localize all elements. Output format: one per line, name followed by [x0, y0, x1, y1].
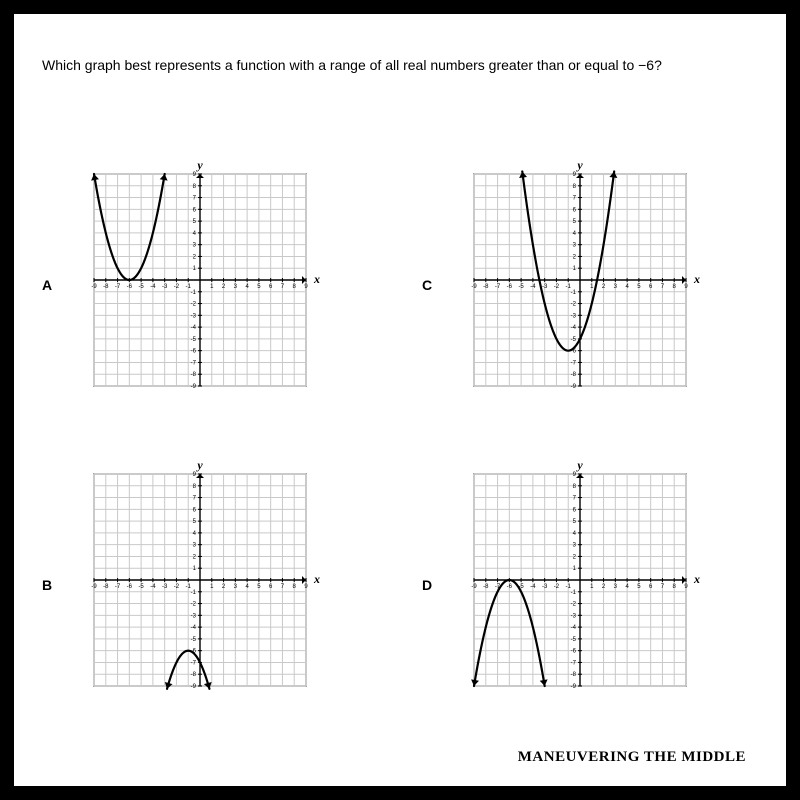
svg-text:-3: -3: [191, 313, 197, 319]
svg-text:-7: -7: [571, 660, 577, 666]
svg-text:-3: -3: [571, 313, 577, 319]
svg-text:-9: -9: [191, 684, 197, 690]
svg-text:-9: -9: [91, 584, 97, 590]
svg-text:x: x: [693, 572, 700, 586]
option-label-D: D: [422, 577, 440, 593]
svg-text:-1: -1: [191, 590, 197, 596]
svg-text:-6: -6: [127, 584, 133, 590]
svg-text:-2: -2: [571, 302, 577, 308]
svg-text:-8: -8: [571, 372, 577, 378]
svg-text:-9: -9: [471, 284, 477, 290]
svg-text:-8: -8: [191, 372, 197, 378]
svg-text:-3: -3: [542, 284, 548, 290]
svg-text:-3: -3: [162, 584, 168, 590]
svg-text:-8: -8: [103, 284, 109, 290]
svg-text:-4: -4: [191, 325, 197, 331]
svg-text:-7: -7: [571, 360, 577, 366]
svg-text:-6: -6: [571, 649, 577, 655]
svg-text:-5: -5: [191, 637, 197, 643]
svg-text:-4: -4: [191, 625, 197, 631]
svg-text:-5: -5: [138, 284, 144, 290]
svg-text:x: x: [313, 272, 320, 286]
svg-text:9: 9: [304, 584, 308, 590]
svg-text:-8: -8: [483, 584, 489, 590]
svg-text:-8: -8: [103, 584, 109, 590]
svg-text:y: y: [195, 458, 203, 472]
svg-text:-9: -9: [191, 384, 197, 390]
option-label-A: A: [42, 277, 60, 293]
svg-text:-1: -1: [191, 290, 197, 296]
svg-text:-8: -8: [483, 284, 489, 290]
svg-text:-8: -8: [191, 672, 197, 678]
svg-text:-2: -2: [571, 602, 577, 608]
svg-text:-9: -9: [91, 284, 97, 290]
svg-text:-3: -3: [542, 584, 548, 590]
svg-text:-5: -5: [518, 284, 524, 290]
svg-text:-2: -2: [554, 584, 560, 590]
question-text: Which graph best represents a function w…: [42, 54, 752, 76]
svg-text:-6: -6: [507, 584, 513, 590]
svg-text:-3: -3: [191, 613, 197, 619]
svg-text:x: x: [693, 272, 700, 286]
svg-text:-6: -6: [507, 284, 513, 290]
svg-text:x: x: [313, 572, 320, 586]
svg-text:9: 9: [684, 284, 688, 290]
svg-text:-1: -1: [571, 290, 577, 296]
option-A: A -9-8-7-6-5-4-3-2-1123456789-9-8-7-6-5-…: [42, 144, 340, 415]
svg-text:-6: -6: [127, 284, 133, 290]
svg-text:-9: -9: [571, 684, 577, 690]
svg-text:y: y: [575, 458, 583, 472]
graph-C: -9-8-7-6-5-4-3-2-1123456789-9-8-7-6-5-4-…: [440, 144, 720, 415]
option-label-B: B: [42, 577, 60, 593]
svg-text:-3: -3: [162, 284, 168, 290]
svg-text:-9: -9: [471, 584, 477, 590]
svg-text:y: y: [195, 158, 203, 172]
svg-text:-2: -2: [191, 602, 197, 608]
svg-text:-2: -2: [191, 302, 197, 308]
svg-text:-7: -7: [495, 284, 501, 290]
svg-text:-5: -5: [571, 637, 577, 643]
svg-text:y: y: [575, 158, 583, 172]
option-C: C -9-8-7-6-5-4-3-2-1123456789-9-8-7-6-5-…: [422, 144, 720, 415]
option-B: B -9-8-7-6-5-4-3-2-1123456789-9-8-7-6-5-…: [42, 444, 340, 715]
attribution-text: MANEUVERING THE MIDDLE: [518, 749, 746, 766]
svg-text:-9: -9: [571, 384, 577, 390]
svg-text:-6: -6: [191, 349, 197, 355]
graph-D: -9-8-7-6-5-4-3-2-1123456789-9-8-7-6-5-4-…: [440, 444, 720, 715]
svg-text:-5: -5: [138, 584, 144, 590]
svg-text:-5: -5: [571, 337, 577, 343]
svg-text:-5: -5: [191, 337, 197, 343]
option-label-C: C: [422, 277, 440, 293]
page: Which graph best represents a function w…: [14, 14, 786, 786]
svg-text:-7: -7: [191, 660, 197, 666]
svg-text:-8: -8: [571, 672, 577, 678]
svg-text:-2: -2: [174, 584, 180, 590]
svg-text:9: 9: [684, 584, 688, 590]
svg-text:-3: -3: [571, 613, 577, 619]
svg-text:-7: -7: [115, 584, 121, 590]
svg-text:-2: -2: [174, 284, 180, 290]
svg-text:-4: -4: [150, 584, 156, 590]
svg-text:-4: -4: [571, 625, 577, 631]
svg-text:9: 9: [304, 284, 308, 290]
svg-text:-1: -1: [571, 590, 577, 596]
graph-B: -9-8-7-6-5-4-3-2-1123456789-9-8-7-6-5-4-…: [60, 444, 340, 715]
svg-text:-4: -4: [150, 284, 156, 290]
svg-text:-4: -4: [571, 325, 577, 331]
svg-text:-7: -7: [191, 360, 197, 366]
svg-text:-4: -4: [530, 584, 536, 590]
svg-text:-4: -4: [530, 284, 536, 290]
svg-text:-2: -2: [554, 284, 560, 290]
option-D: D -9-8-7-6-5-4-3-2-1123456789-9-8-7-6-5-…: [422, 444, 720, 715]
svg-text:-7: -7: [115, 284, 121, 290]
graph-A: -9-8-7-6-5-4-3-2-1123456789-9-8-7-6-5-4-…: [60, 144, 340, 415]
